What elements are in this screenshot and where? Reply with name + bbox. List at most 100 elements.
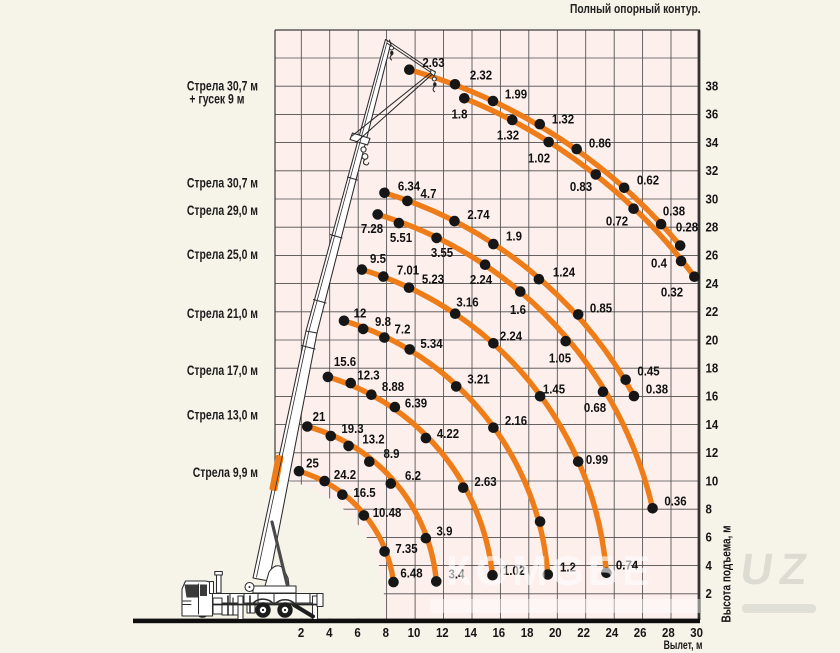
svg-text:Стрела 17,0 м: Стрела 17,0 м [187,363,258,379]
svg-text:20: 20 [706,333,719,348]
svg-text:0.45: 0.45 [637,364,659,379]
svg-text:6.48: 6.48 [400,566,422,581]
svg-text:32: 32 [706,163,719,178]
svg-text:10.48: 10.48 [373,505,402,520]
svg-text:12: 12 [436,625,449,640]
svg-text:4: 4 [326,625,333,640]
svg-text:5.51: 5.51 [390,230,412,245]
svg-text:14: 14 [464,625,477,640]
svg-text:8: 8 [383,625,390,640]
svg-text:16.5: 16.5 [353,485,375,500]
svg-text:1.02: 1.02 [503,563,525,578]
svg-text:30: 30 [706,192,719,207]
svg-text:1.2: 1.2 [560,560,576,575]
svg-text:0.4: 0.4 [651,256,667,271]
svg-text:UZ: UZ [738,545,817,594]
svg-text:0.86: 0.86 [589,136,611,151]
svg-text:2.63: 2.63 [422,55,444,70]
svg-text:16: 16 [706,389,719,404]
svg-text:12: 12 [706,445,719,460]
svg-text:Стрела 30,7 м: Стрела 30,7 м [187,175,258,191]
svg-text:0.74: 0.74 [616,558,638,573]
svg-text:0.68: 0.68 [584,400,606,415]
svg-text:Вылет, м: Вылет, м [664,640,703,652]
svg-text:8.9: 8.9 [384,446,400,461]
svg-text:8: 8 [706,502,713,517]
svg-text:2.74: 2.74 [467,207,489,222]
svg-text:28: 28 [706,220,719,235]
svg-text:1.05: 1.05 [549,351,571,366]
svg-text:0.85: 0.85 [590,301,612,316]
svg-text:0.38: 0.38 [646,382,668,397]
svg-text:9.8: 9.8 [375,314,391,329]
svg-text:3.16: 3.16 [456,295,478,310]
svg-text:10: 10 [706,474,719,489]
svg-text:0.72: 0.72 [606,214,628,229]
svg-text:0.36: 0.36 [664,494,686,509]
svg-text:5.23: 5.23 [422,272,444,287]
svg-text:1.45: 1.45 [543,382,565,397]
svg-text:1.02: 1.02 [528,151,550,166]
svg-text:7.01: 7.01 [397,263,419,278]
svg-text:9.5: 9.5 [370,251,386,266]
svg-text:7.35: 7.35 [395,541,417,556]
svg-text:2.16: 2.16 [505,413,527,428]
svg-text:28: 28 [662,625,675,640]
svg-text:22: 22 [706,304,719,319]
svg-text:24: 24 [706,276,719,291]
svg-text:1.24: 1.24 [553,265,575,280]
svg-text:20: 20 [549,625,562,640]
svg-text:19.3: 19.3 [341,421,363,436]
svg-text:4.22: 4.22 [437,426,459,441]
svg-text:Стрела 13,0 м: Стрела 13,0 м [187,407,258,423]
svg-text:Стрела 30,7 м: Стрела 30,7 м [187,78,258,94]
svg-text:18: 18 [706,361,719,376]
svg-text:0.28: 0.28 [676,220,698,235]
svg-text:30: 30 [690,625,703,640]
svg-text:2.24: 2.24 [500,329,522,344]
svg-text:26: 26 [706,248,719,263]
svg-text:+ гусек 9 м: + гусек 9 м [189,91,244,107]
svg-text:1.6: 1.6 [510,302,526,317]
svg-text:7.28: 7.28 [361,221,383,236]
svg-text:0.38: 0.38 [663,204,685,219]
svg-text:5.34: 5.34 [420,336,442,351]
svg-text:34: 34 [706,135,719,150]
svg-text:8.88: 8.88 [382,379,404,394]
svg-text:0.83: 0.83 [570,179,592,194]
svg-text:13.2: 13.2 [362,432,384,447]
svg-text:2: 2 [706,586,713,601]
svg-text:38: 38 [706,79,719,94]
svg-text:18: 18 [521,625,534,640]
svg-text:0.62: 0.62 [637,173,659,188]
svg-text:2.63: 2.63 [474,474,496,489]
svg-text:6.34: 6.34 [398,179,420,194]
svg-text:0.32: 0.32 [661,285,683,300]
svg-text:24.2: 24.2 [334,467,356,482]
svg-text:4: 4 [706,558,713,573]
svg-text:КОМGБЕ: КОМGБЕ [446,547,654,594]
svg-text:7.2: 7.2 [395,322,411,337]
svg-text:12.3: 12.3 [357,368,379,383]
svg-text:21: 21 [313,409,326,424]
svg-text:25: 25 [306,456,319,471]
svg-text:3.4: 3.4 [449,567,465,582]
svg-text:1.9: 1.9 [506,229,522,244]
svg-text:Стрела 25,0 м: Стрела 25,0 м [187,247,258,263]
svg-text:1.8: 1.8 [452,107,468,122]
svg-text:Стрела 21,0 м: Стрела 21,0 м [187,306,258,322]
svg-text:24: 24 [606,625,619,640]
svg-text:1.32: 1.32 [497,128,519,143]
svg-text:2.24: 2.24 [470,272,492,287]
svg-text:3.21: 3.21 [467,372,489,387]
svg-text:22: 22 [577,625,590,640]
svg-text:6: 6 [706,530,713,545]
svg-text:6: 6 [354,625,361,640]
svg-text:2: 2 [298,625,305,640]
svg-text:1.99: 1.99 [505,87,527,102]
svg-text:Стрела 29,0 м: Стрела 29,0 м [187,203,258,219]
svg-text:6.2: 6.2 [405,468,421,483]
svg-text:0.99: 0.99 [586,452,608,467]
svg-text:16: 16 [492,625,505,640]
svg-text:15.6: 15.6 [334,354,356,369]
